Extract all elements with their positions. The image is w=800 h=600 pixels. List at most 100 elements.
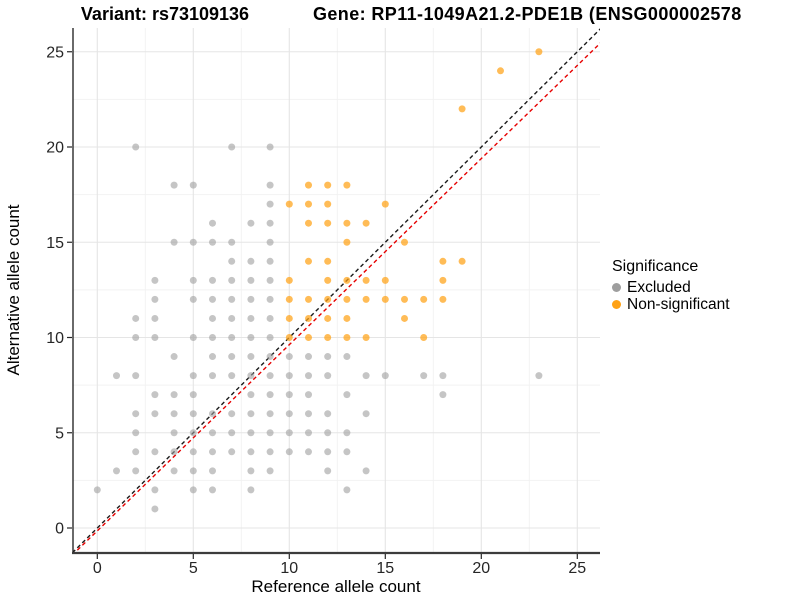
data-point-excluded — [228, 353, 236, 361]
data-point-excluded — [189, 429, 197, 437]
data-point-excluded — [247, 410, 255, 418]
data-point-excluded — [228, 372, 236, 380]
data-point-excluded — [228, 448, 236, 456]
data-point-excluded — [266, 467, 274, 475]
data-point-excluded — [209, 467, 216, 475]
data-point-non-significant — [324, 295, 332, 303]
data-point-non-significant — [305, 219, 312, 227]
y-axis-title: Alternative allele count — [4, 204, 23, 375]
x-tick-label: 10 — [280, 560, 298, 577]
data-point-excluded — [228, 314, 236, 322]
data-point-non-significant — [324, 200, 332, 208]
data-point-excluded — [247, 391, 255, 399]
data-point-excluded — [189, 448, 197, 456]
y-tick-label: 10 — [46, 330, 64, 347]
data-point-excluded — [113, 372, 120, 380]
data-point-excluded — [228, 410, 236, 418]
data-point-excluded — [151, 295, 159, 303]
variant-title: Variant: rs73109136 — [80, 4, 250, 24]
data-point-excluded — [189, 238, 197, 246]
data-point-non-significant — [343, 219, 351, 227]
data-point-excluded — [285, 353, 293, 361]
data-point-excluded — [170, 410, 178, 418]
data-point-excluded — [535, 372, 543, 380]
data-point-non-significant — [324, 276, 332, 284]
x-tick-label: 15 — [376, 560, 394, 577]
data-point-non-significant — [285, 314, 293, 322]
data-point-non-significant — [362, 334, 370, 341]
data-point-excluded — [266, 353, 274, 361]
data-point-non-significant — [458, 105, 466, 113]
data-point-excluded — [209, 410, 216, 418]
data-point-excluded — [247, 486, 255, 494]
data-point-excluded — [209, 372, 216, 380]
data-point-excluded — [189, 391, 197, 399]
data-point-excluded — [343, 486, 351, 494]
data-point-non-significant — [305, 257, 312, 265]
data-point-excluded — [228, 429, 236, 437]
data-point-non-significant — [381, 276, 389, 284]
data-point-excluded — [132, 467, 140, 475]
data-point-excluded — [228, 276, 236, 284]
y-tick-label: 25 — [46, 44, 64, 61]
data-point-excluded — [132, 334, 140, 341]
data-point-non-significant — [285, 295, 293, 303]
data-point-non-significant — [497, 67, 504, 75]
data-point-non-significant — [362, 295, 370, 303]
data-point-excluded — [247, 295, 255, 303]
data-point-excluded — [439, 372, 447, 380]
data-point-excluded — [305, 353, 312, 361]
data-point-excluded — [247, 429, 255, 437]
data-point-non-significant — [324, 257, 332, 265]
data-point-excluded — [228, 143, 236, 151]
data-point-non-significant — [305, 200, 312, 208]
data-point-non-significant — [305, 314, 312, 322]
data-point-excluded — [362, 410, 370, 418]
data-point-non-significant — [381, 295, 389, 303]
data-point-excluded — [266, 410, 274, 418]
data-point-non-significant — [401, 314, 408, 322]
data-point-excluded — [132, 410, 140, 418]
excluded-dot-icon — [612, 283, 621, 292]
data-point-excluded — [266, 429, 274, 437]
data-point-non-significant — [401, 295, 408, 303]
data-point-excluded — [266, 219, 274, 227]
data-point-excluded — [228, 238, 236, 246]
data-point-non-significant — [305, 181, 312, 189]
data-point-non-significant — [305, 295, 312, 303]
data-point-excluded — [189, 181, 197, 189]
data-point-excluded — [266, 143, 274, 151]
data-point-excluded — [170, 448, 178, 456]
data-point-excluded — [266, 276, 274, 284]
y-tick-label: 20 — [46, 140, 64, 157]
data-point-non-significant — [343, 314, 351, 322]
data-point-excluded — [93, 486, 101, 494]
data-point-non-significant — [324, 314, 332, 322]
data-point-excluded — [209, 486, 216, 494]
data-point-excluded — [247, 257, 255, 265]
data-point-excluded — [247, 353, 255, 361]
data-point-excluded — [324, 353, 332, 361]
data-point-excluded — [151, 276, 159, 284]
y-tick-label: 15 — [46, 235, 64, 252]
data-point-non-significant — [439, 276, 447, 284]
non-significant-dot-icon — [612, 300, 621, 309]
data-point-excluded — [343, 353, 351, 361]
data-point-excluded — [189, 467, 197, 475]
data-point-excluded — [305, 448, 312, 456]
data-point-excluded — [170, 181, 178, 189]
data-point-excluded — [228, 295, 236, 303]
data-point-excluded — [266, 200, 274, 208]
data-point-excluded — [343, 391, 351, 399]
x-tick-label: 25 — [568, 560, 586, 577]
x-tick-label: 5 — [189, 560, 198, 577]
data-point-excluded — [247, 219, 255, 227]
data-point-excluded — [189, 486, 197, 494]
x-axis-title: Reference allele count — [251, 577, 420, 596]
data-point-non-significant — [381, 200, 389, 208]
legend-item-excluded: Excluded — [612, 279, 730, 296]
data-point-excluded — [266, 448, 274, 456]
data-point-excluded — [151, 448, 159, 456]
